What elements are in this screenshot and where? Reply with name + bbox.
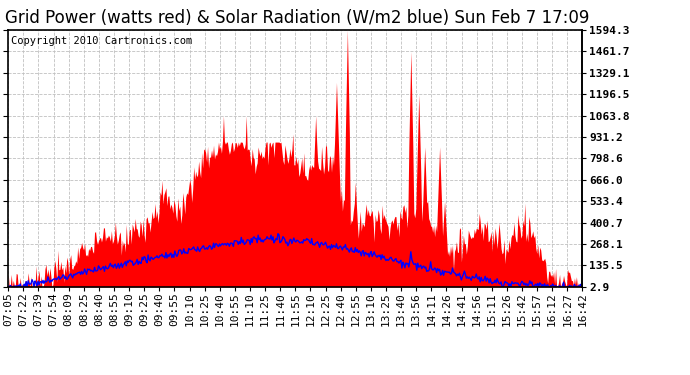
Text: Copyright 2010 Cartronics.com: Copyright 2010 Cartronics.com [11,36,193,46]
Text: Grid Power (watts red) & Solar Radiation (W/m2 blue) Sun Feb 7 17:09: Grid Power (watts red) & Solar Radiation… [5,9,589,27]
